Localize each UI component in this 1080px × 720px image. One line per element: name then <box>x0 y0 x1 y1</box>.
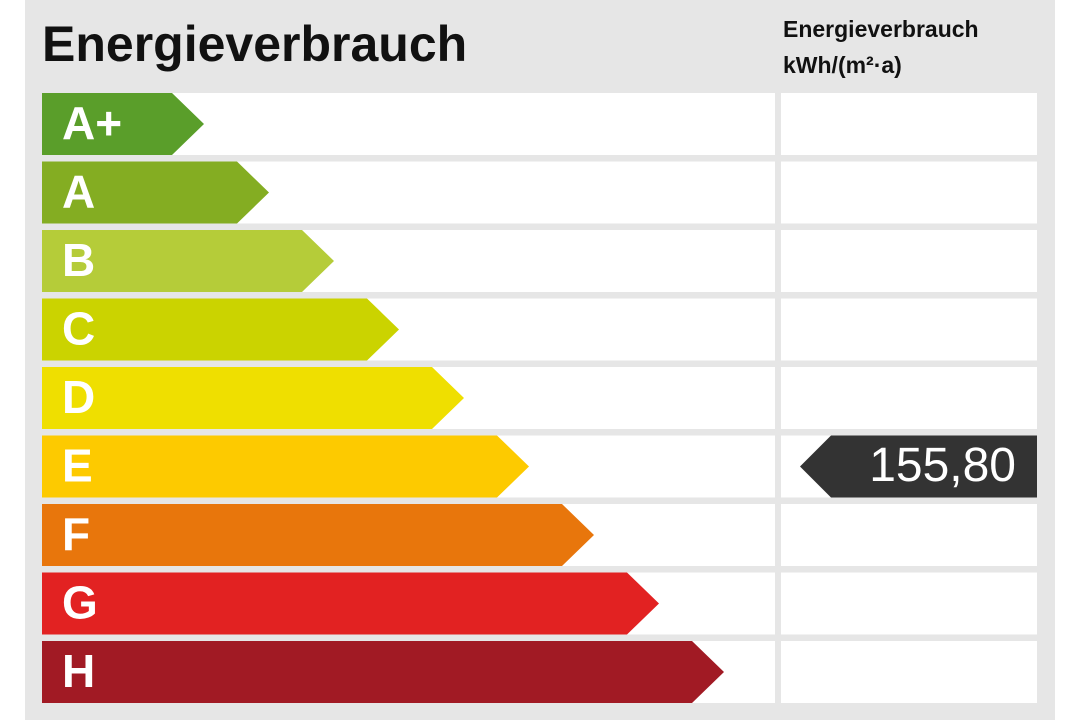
value-cell <box>781 572 1037 635</box>
class-arrow <box>42 298 399 361</box>
column-header: kWh/(m²·a) <box>783 52 902 78</box>
class-label: D <box>62 371 95 423</box>
value-cell <box>781 230 1037 292</box>
class-label: H <box>62 645 95 697</box>
class-label: G <box>62 577 98 629</box>
value-cell <box>781 504 1037 566</box>
value-cell <box>781 161 1037 224</box>
column-header: Energieverbrauch <box>783 16 979 42</box>
title: Energieverbrauch <box>42 16 467 72</box>
value-cell <box>781 298 1037 361</box>
class-arrow <box>42 230 334 292</box>
class-label: A+ <box>62 97 122 149</box>
class-arrow <box>42 93 204 155</box>
class-arrow <box>42 435 529 498</box>
value-text: 155,80 <box>869 439 1016 492</box>
class-arrow <box>42 572 659 635</box>
class-arrow <box>42 367 464 429</box>
class-label: E <box>62 440 93 492</box>
value-cell <box>781 641 1037 703</box>
class-arrow <box>42 641 724 703</box>
class-label: C <box>62 303 95 355</box>
class-label: B <box>62 234 95 286</box>
class-arrow <box>42 504 594 566</box>
class-label: A <box>62 166 95 218</box>
value-cell <box>781 367 1037 429</box>
value-indicator <box>800 435 1037 498</box>
class-label: F <box>62 508 90 560</box>
value-cell <box>781 93 1037 155</box>
class-arrow <box>42 161 269 224</box>
